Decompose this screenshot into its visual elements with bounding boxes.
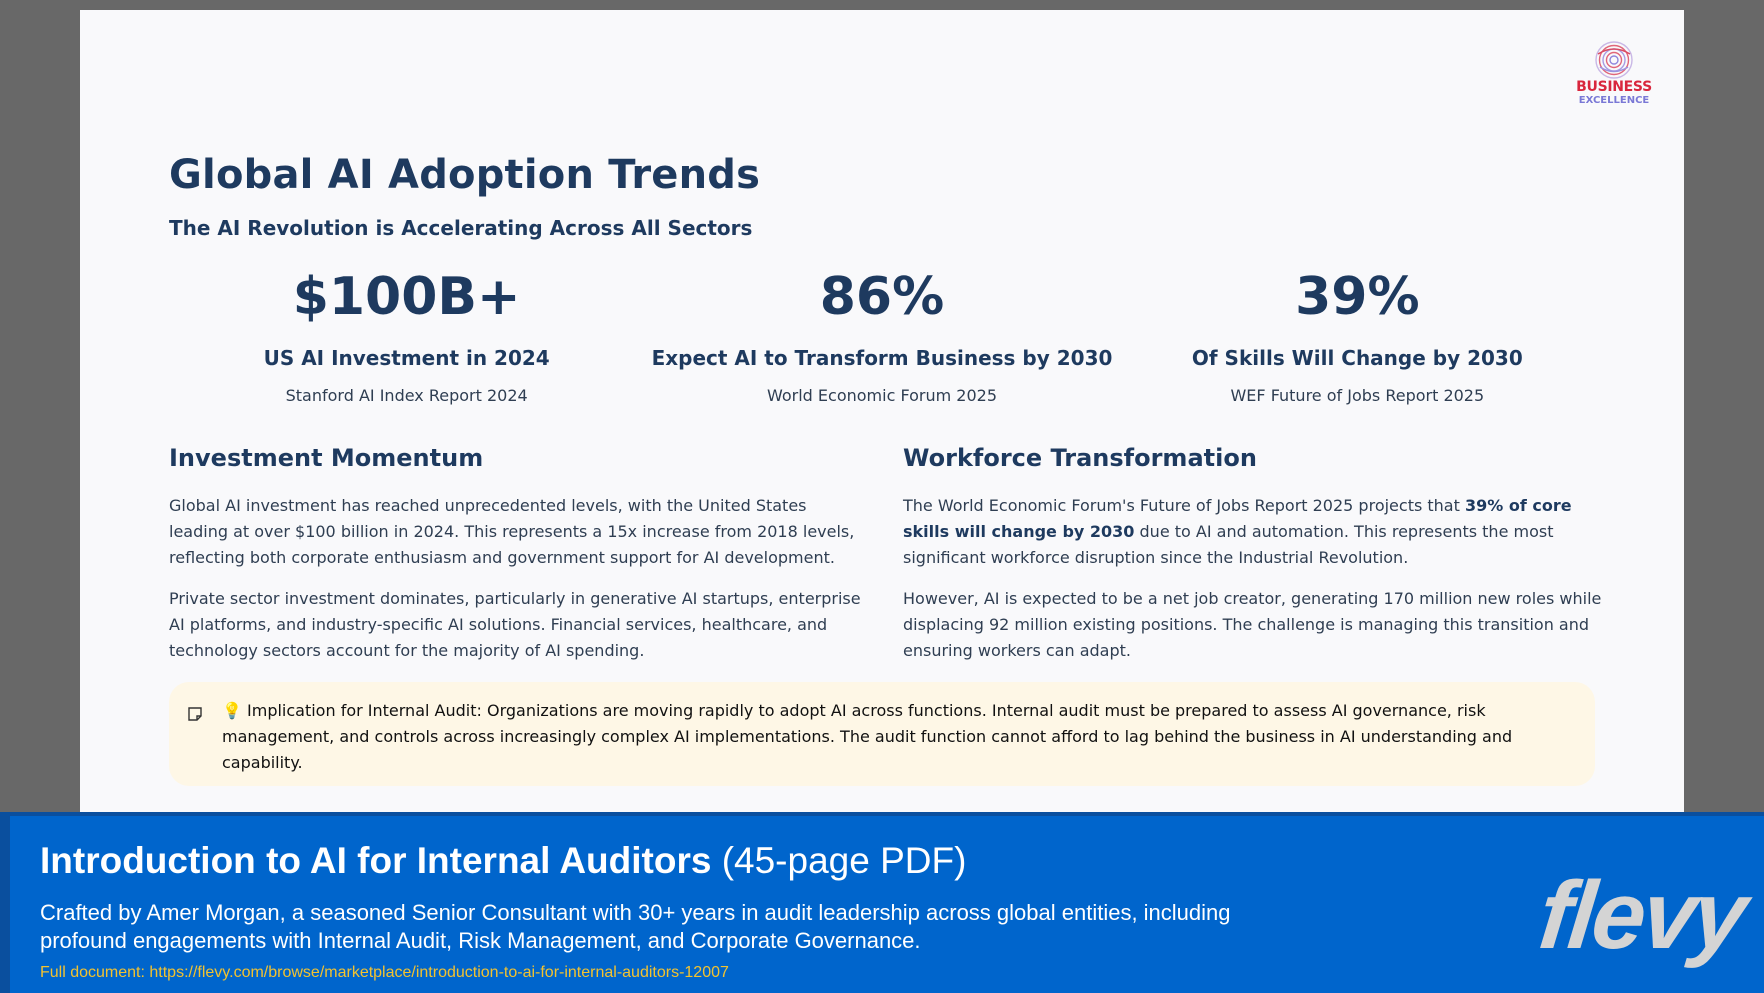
stat-value: 86% <box>819 267 945 327</box>
logo-text-business: BUSINESS <box>1576 79 1652 95</box>
banner-title: Introduction to AI for Internal Auditors… <box>40 840 966 882</box>
callout-text: 💡 Implication for Internal Audit: Organi… <box>222 701 1513 772</box>
stat-label: US AI Investment in 2024 <box>263 346 550 370</box>
document-banner: Introduction to AI for Internal Auditors… <box>0 812 1764 993</box>
fingerprint-icon <box>1595 41 1633 79</box>
workforce-heading: Workforce Transformation <box>903 444 1257 472</box>
slide-subtitle: The AI Revolution is Accelerating Across… <box>169 216 753 240</box>
stat-source: WEF Future of Jobs Report 2025 <box>1230 386 1485 405</box>
investment-section: Investment Momentum Global AI investment… <box>169 440 869 679</box>
banner-title-main: Introduction to AI for Internal Auditors <box>40 840 712 881</box>
stat-label: Of Skills Will Change by 2030 <box>1191 346 1523 370</box>
workforce-paragraph-1: The World Economic Forum's Future of Job… <box>903 493 1603 571</box>
document-link[interactable]: Full document: https://flevy.com/browse/… <box>40 964 729 981</box>
workforce-section: Workforce Transformation The World Econo… <box>903 440 1603 679</box>
banner-edge <box>0 816 10 993</box>
banner-description: Crafted by Amer Morgan, a seasoned Senio… <box>40 900 1231 953</box>
investment-paragraph-1: Global AI investment has reached unprece… <box>169 496 855 567</box>
slide: BUSINESS EXCELLENCE Global AI Adoption T… <box>80 10 1684 816</box>
stat-source: World Economic Forum 2025 <box>766 386 997 405</box>
stat-label: Expect AI to Transform Business by 2030 <box>651 346 1113 370</box>
workforce-paragraph-2: However, AI is expected to be a net job … <box>903 589 1602 660</box>
banner-title-suffix: (45-page PDF) <box>721 840 967 881</box>
flevy-logo: flevy <box>1534 862 1750 969</box>
stats-row: $100B+ US AI Investment in 2024 Stanford… <box>169 264 1595 406</box>
stat-transform: 86% Expect AI to Transform Business by 2… <box>644 264 1119 406</box>
investment-paragraph-2: Private sector investment dominates, par… <box>169 589 861 660</box>
audit-implication-callout: 💡 Implication for Internal Audit: Organi… <box>169 682 1595 786</box>
slide-title: Global AI Adoption Trends <box>169 152 761 198</box>
note-icon <box>188 707 202 721</box>
stat-value: 39% <box>1295 267 1420 327</box>
workforce-p1-highlight: 39% of core skills will change by 2030 <box>903 496 1572 541</box>
stat-source: Stanford AI Index Report 2024 <box>285 386 528 405</box>
logo-text-excellence: EXCELLENCE <box>1578 95 1650 106</box>
stat-investment: $100B+ US AI Investment in 2024 Stanford… <box>169 264 644 406</box>
workforce-p1-text: The World Economic Forum's Future of Job… <box>903 496 1465 515</box>
investment-heading: Investment Momentum <box>169 444 484 472</box>
business-excellence-logo: BUSINESS EXCELLENCE <box>1574 40 1654 107</box>
workforce-p1-text-end: due to AI and automation. This represent… <box>903 522 1554 567</box>
stat-value: $100B+ <box>292 267 521 327</box>
stat-skills: 39% Of Skills Will Change by 2030 WEF Fu… <box>1120 264 1595 406</box>
